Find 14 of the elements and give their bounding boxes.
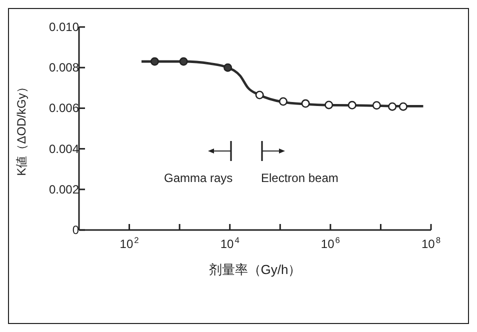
y-axis-title: K値（ΔOD/kGy）	[14, 81, 28, 176]
x-tick-label: 10$^{6}$	[320, 235, 340, 251]
annotation: Electron beam	[261, 171, 338, 185]
y-tick-label: 0.010	[48, 20, 80, 34]
x-tick-label: 10$^{4}$	[220, 235, 240, 251]
y-tick-label: 0	[72, 223, 80, 237]
x-tick-label: 10$^{2}$	[120, 235, 140, 251]
y-tick-label: 0.004	[48, 142, 80, 156]
y-tick-label: 0.002	[48, 182, 80, 196]
x-axis-title: 剂量率（Gy/h）	[208, 262, 302, 277]
y-tick-label: 0.006	[48, 101, 80, 116]
x-tick-label: 10$^{8}$	[421, 235, 441, 251]
annotation: Gamma rays	[164, 171, 233, 185]
y-tick-label: 0.008	[48, 60, 80, 75]
